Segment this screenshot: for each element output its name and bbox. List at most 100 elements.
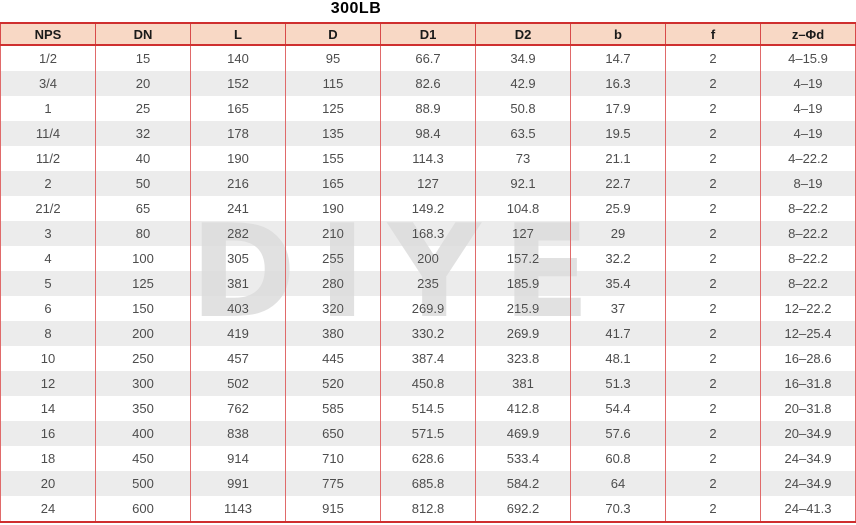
table-row: 11/4 32 178 135 98.4 63.5 19.5 2 4–19 <box>0 121 856 146</box>
table-cell: 412.8 <box>475 396 571 421</box>
table-cell: 450.8 <box>380 371 476 396</box>
column-header: f <box>665 22 761 46</box>
table-cell: 8–22.2 <box>760 246 856 271</box>
table-cell: 12–22.2 <box>760 296 856 321</box>
table-cell: 127 <box>475 221 571 246</box>
table-cell: 4–22.2 <box>760 146 856 171</box>
table-row: 24 600 1143 915 812.8 692.2 70.3 2 24–41.3 <box>0 496 856 523</box>
table-cell: 2 <box>665 471 761 496</box>
table-row: 4 100 305 255 200 157.2 32.2 2 8–22.2 <box>0 246 856 271</box>
table-cell: 2 <box>665 171 761 196</box>
table-cell: 584.2 <box>475 471 571 496</box>
column-header: z–Φd <box>760 22 856 46</box>
table-cell: 64 <box>570 471 666 496</box>
table-row: 21/2 65 241 190 149.2 104.8 25.9 2 8–22.2 <box>0 196 856 221</box>
table-cell: 63.5 <box>475 121 571 146</box>
table-cell: 350 <box>95 396 191 421</box>
table-cell: 20–34.9 <box>760 421 856 446</box>
table-cell: 210 <box>285 221 381 246</box>
table-cell: 140 <box>190 45 286 71</box>
table-row: 1 25 165 125 88.9 50.8 17.9 2 4–19 <box>0 96 856 121</box>
table-cell: 82.6 <box>380 71 476 96</box>
table-cell: 1143 <box>190 496 286 523</box>
table-cell: 125 <box>285 96 381 121</box>
table-cell: 500 <box>95 471 191 496</box>
table-cell: 54.4 <box>570 396 666 421</box>
table-cell: 16–31.8 <box>760 371 856 396</box>
table-cell: 381 <box>475 371 571 396</box>
column-header: b <box>570 22 666 46</box>
table-cell: 241 <box>190 196 286 221</box>
table-cell: 14 <box>0 396 96 421</box>
table-cell: 685.8 <box>380 471 476 496</box>
table-row: 3/4 20 152 115 82.6 42.9 16.3 2 4–19 <box>0 71 856 96</box>
table-cell: 29 <box>570 221 666 246</box>
table-cell: 25.9 <box>570 196 666 221</box>
table-cell: 2 <box>665 296 761 321</box>
flange-dimension-table: NPS DN L D D1 D2 b f z–Φd 1/2 15 140 95 66.7 34.9 14.7… <box>0 22 856 523</box>
table-cell: 457 <box>190 346 286 371</box>
table-cell: 17.9 <box>570 96 666 121</box>
table-cell: 20 <box>0 471 96 496</box>
table-cell: 24–34.9 <box>760 446 856 471</box>
table-cell: 42.9 <box>475 71 571 96</box>
table-cell: 2 <box>665 121 761 146</box>
table-cell: 127 <box>380 171 476 196</box>
table-cell: 2 <box>665 246 761 271</box>
table-cell: 11/2 <box>0 146 96 171</box>
table-cell: 305 <box>190 246 286 271</box>
table-cell: 25 <box>95 96 191 121</box>
table-cell: 165 <box>190 96 286 121</box>
table-cell: 15 <box>95 45 191 71</box>
table-cell: 2 <box>665 321 761 346</box>
table-cell: 838 <box>190 421 286 446</box>
table-cell: 533.4 <box>475 446 571 471</box>
table-cell: 469.9 <box>475 421 571 446</box>
table-cell: 650 <box>285 421 381 446</box>
table-cell: 88.9 <box>380 96 476 121</box>
table-row: 2 50 216 165 127 92.1 22.7 2 8–19 <box>0 171 856 196</box>
table-cell: 2 <box>665 421 761 446</box>
table-cell: 18 <box>0 446 96 471</box>
table-cell: 10 <box>0 346 96 371</box>
table-cell: 628.6 <box>380 446 476 471</box>
table-cell: 403 <box>190 296 286 321</box>
table-cell: 135 <box>285 121 381 146</box>
table-body: 1/2 15 140 95 66.7 34.9 14.7 2 4–15.9 3/4 20 152 115… <box>0 45 856 523</box>
column-header: D1 <box>380 22 476 46</box>
table-row: 11/2 40 190 155 114.3 73 21.1 2 4–22.2 <box>0 146 856 171</box>
header-row: NPS DN L D D1 D2 b f z–Φd <box>0 22 856 46</box>
table-row: 3 80 282 210 168.3 127 29 2 8–22.2 <box>0 221 856 246</box>
table-row: 12 300 502 520 450.8 381 51.3 2 16–31.8 <box>0 371 856 396</box>
table-cell: 66.7 <box>380 45 476 71</box>
table-cell: 190 <box>285 196 381 221</box>
table-cell: 387.4 <box>380 346 476 371</box>
table-cell: 157.2 <box>475 246 571 271</box>
table-cell: 65 <box>95 196 191 221</box>
table-cell: 95 <box>285 45 381 71</box>
table-cell: 98.4 <box>380 121 476 146</box>
table-cell: 514.5 <box>380 396 476 421</box>
table-cell: 4–19 <box>760 71 856 96</box>
column-header: L <box>190 22 286 46</box>
table-cell: 320 <box>285 296 381 321</box>
table-cell: 600 <box>95 496 191 523</box>
table-cell: 215.9 <box>475 296 571 321</box>
table-cell: 12 <box>0 371 96 396</box>
table-row: 1/2 15 140 95 66.7 34.9 14.7 2 4–15.9 <box>0 45 856 71</box>
table-cell: 16 <box>0 421 96 446</box>
table-cell: 235 <box>380 271 476 296</box>
table-row: 16 400 838 650 571.5 469.9 57.6 2 20–34.9 <box>0 421 856 446</box>
table-cell: 991 <box>190 471 286 496</box>
table-cell: 2 <box>665 346 761 371</box>
table-cell: 4–19 <box>760 121 856 146</box>
table-row: 6 150 403 320 269.9 215.9 37 2 12–22.2 <box>0 296 856 321</box>
table-cell: 155 <box>285 146 381 171</box>
table-cell: 200 <box>380 246 476 271</box>
table-cell: 8–22.2 <box>760 196 856 221</box>
table-cell: 2 <box>665 96 761 121</box>
table-cell: 269.9 <box>380 296 476 321</box>
table-cell: 330.2 <box>380 321 476 346</box>
table-cell: 19.5 <box>570 121 666 146</box>
table-cell: 20 <box>95 71 191 96</box>
